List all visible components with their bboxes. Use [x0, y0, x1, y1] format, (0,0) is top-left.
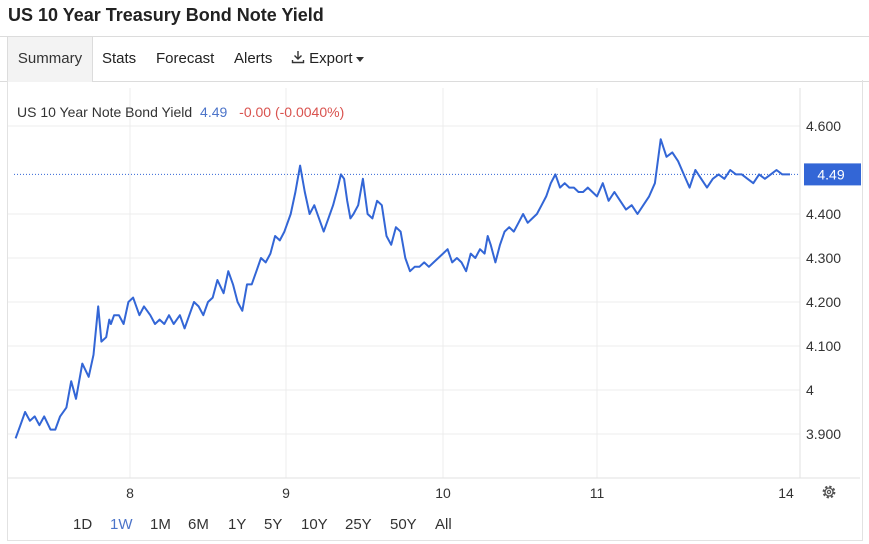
x-tick-label: 11 [590, 485, 605, 501]
x-tick-label: 9 [282, 485, 290, 501]
x-tick-label: 14 [778, 485, 794, 501]
range-1w[interactable]: 1W [110, 516, 133, 533]
last-price-label: 4.49 [817, 166, 844, 182]
range-10y[interactable]: 10Y [301, 516, 328, 533]
x-tick-label: 10 [435, 485, 451, 501]
y-tick-label: 4.600 [806, 118, 841, 134]
gear-icon[interactable] [822, 485, 836, 499]
range-1d[interactable]: 1D [73, 516, 93, 533]
yield-series-line [14, 138, 790, 439]
range-selector: 1D 1W 1M 6M 1Y 5Y 10Y 25Y 50Y All [0, 506, 869, 544]
y-tick-label: 3.900 [806, 426, 841, 442]
series-value: 4.49 [200, 104, 227, 120]
range-5y[interactable]: 5Y [264, 516, 283, 533]
series-legend: US 10 Year Note Bond Yield 4.49 -0.00 (-… [17, 104, 344, 120]
tab-forecast[interactable]: Forecast [156, 50, 215, 67]
tab-stats[interactable]: Stats [102, 50, 137, 67]
y-axis-ticks: 3.900 4 4.100 4.200 4.300 4.400 4.600 [806, 118, 841, 442]
range-1m[interactable]: 1M [150, 516, 171, 533]
range-50y[interactable]: 50Y [390, 516, 417, 533]
tab-alerts[interactable]: Alerts [234, 50, 273, 67]
series-name: US 10 Year Note Bond Yield [17, 104, 192, 120]
grid [8, 88, 800, 478]
y-tick-label: 4.400 [806, 206, 841, 222]
range-25y[interactable]: 25Y [345, 516, 372, 533]
tab-summary[interactable]: Summary [7, 37, 93, 82]
x-axis-ticks: 8 9 10 11 14 [126, 485, 794, 501]
last-price-tag: 4.49 [804, 163, 861, 186]
range-6m[interactable]: 6M [188, 516, 209, 533]
tab-bar: Summary Stats Forecast Alerts Export [0, 36, 869, 82]
page-title: US 10 Year Treasury Bond Note Yield [8, 5, 324, 25]
download-icon [291, 51, 305, 64]
chart-frame [7, 80, 863, 541]
y-tick-label: 4.300 [806, 250, 841, 266]
y-tick-label: 4.200 [806, 294, 841, 310]
chevron-down-icon [355, 56, 364, 62]
range-all[interactable]: All [435, 516, 452, 533]
tab-export[interactable]: Export [291, 37, 364, 81]
range-1y[interactable]: 1Y [228, 516, 247, 533]
series-change: -0.00 (-0.0040%) [239, 104, 344, 120]
y-tick-label: 4 [806, 382, 814, 398]
x-tick-label: 8 [126, 485, 134, 501]
export-label: Export [309, 50, 353, 67]
y-tick-label: 4.100 [806, 338, 841, 354]
